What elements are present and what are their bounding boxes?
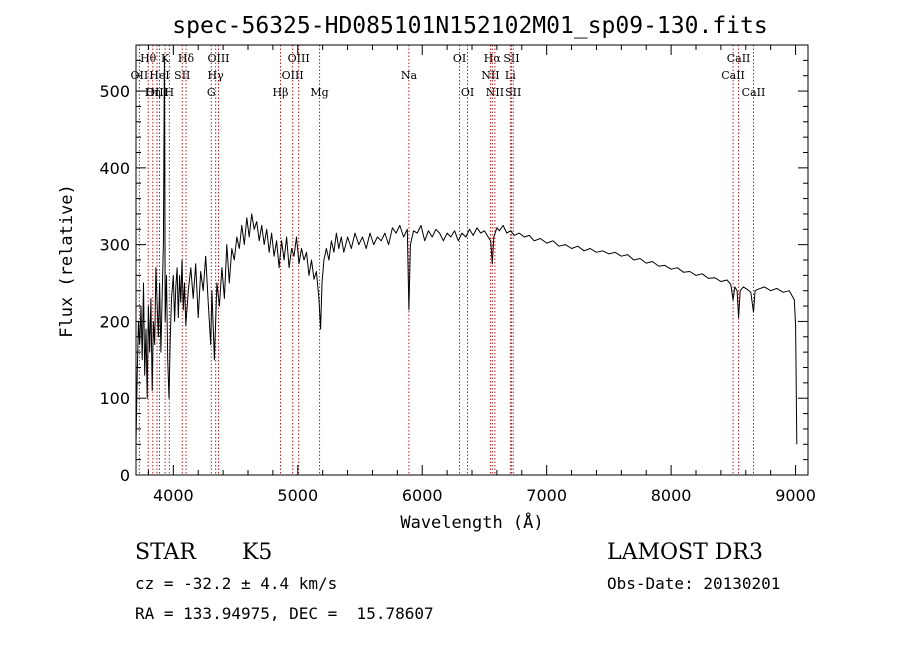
marker-label: Na: [401, 69, 418, 82]
marker-label: OIII: [282, 69, 304, 82]
marker-label: Hβ: [273, 86, 289, 99]
marker-label: Hγ: [208, 69, 225, 82]
coordinates-readout: RA = 133.94975, DEC = 15.78607: [135, 604, 434, 623]
marker-label: CaII: [727, 52, 751, 65]
y-tick-label: 200: [99, 312, 130, 331]
marker-label: K: [161, 52, 170, 65]
y-tick-label: 100: [99, 389, 130, 408]
x-tick-label: 4000: [153, 486, 194, 505]
marker-label: Hη: [145, 86, 161, 99]
marker-label: NII: [481, 69, 499, 82]
y-axis-label: Flux (relative): [57, 184, 77, 338]
survey-name: LAMOST DR3: [607, 540, 763, 565]
y-tick-label: 400: [99, 159, 130, 178]
marker-label: NII: [486, 86, 504, 99]
x-tick-label: 6000: [402, 486, 443, 505]
marker-label: SII: [174, 69, 190, 82]
marker-label: Mg: [310, 86, 328, 99]
series-layer: [135, 56, 798, 445]
marker-label: Li: [505, 69, 516, 82]
x-axis-label: Wavelength (Å): [400, 511, 543, 533]
marker-label: OI: [461, 86, 474, 99]
x-tick-label: 7000: [526, 486, 567, 505]
marker-label: OIII: [207, 52, 229, 65]
x-tick-label: 9000: [775, 486, 816, 505]
marker-label: SII: [503, 52, 519, 65]
marker-label: OIII: [146, 86, 168, 99]
marker-label: SII: [505, 86, 521, 99]
marker-label: Hθ: [140, 52, 157, 65]
redshift-readout: cz = -32.2 ± 4.4 km/s: [135, 574, 338, 593]
marker-label: CaII: [721, 69, 745, 82]
x-tick-label: 8000: [651, 486, 692, 505]
y-tick-label: 0: [120, 466, 130, 485]
marker-label: OI: [453, 52, 466, 65]
chart-title: spec-56325-HD085101N152102M01_sp09-130.f…: [172, 13, 767, 39]
marker-label: CaII: [742, 86, 766, 99]
marker-label: Hα: [484, 52, 502, 65]
marker-label: G: [207, 86, 216, 99]
x-tick-label: 5000: [277, 486, 318, 505]
object-class: STAR: [135, 540, 196, 565]
marker-label: H: [165, 86, 175, 99]
y-tick-label: 500: [99, 82, 130, 101]
spectrum-line: [135, 56, 798, 445]
spectral-subclass: K5: [242, 540, 273, 565]
marker-label: Hδ: [178, 52, 195, 65]
axes: 4000 5000 6000 7000 8000 9000 0 100 200 300 400 500: [99, 44, 816, 505]
plot-frame: [135, 44, 809, 476]
y-tick-label: 300: [99, 236, 130, 255]
marker-label: OIII: [288, 52, 310, 65]
obs-date: Obs-Date: 20130201: [607, 574, 781, 593]
